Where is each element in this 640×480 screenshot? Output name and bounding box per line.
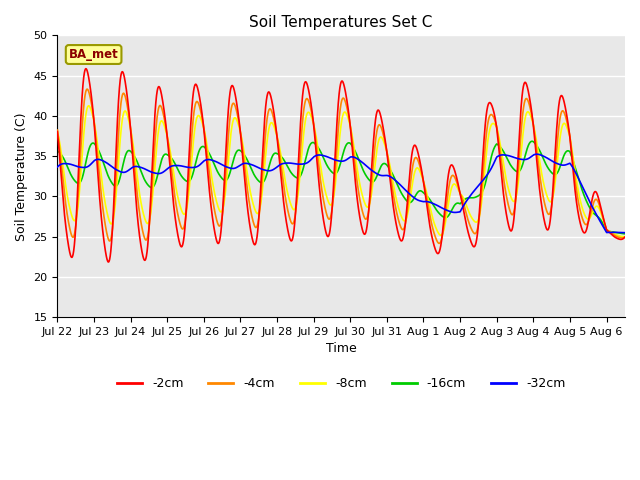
Legend: -2cm, -4cm, -8cm, -16cm, -32cm: -2cm, -4cm, -8cm, -16cm, -32cm: [112, 372, 570, 396]
Text: BA_met: BA_met: [68, 48, 118, 61]
Title: Soil Temperatures Set C: Soil Temperatures Set C: [250, 15, 433, 30]
Y-axis label: Soil Temperature (C): Soil Temperature (C): [15, 112, 28, 240]
X-axis label: Time: Time: [326, 342, 356, 356]
